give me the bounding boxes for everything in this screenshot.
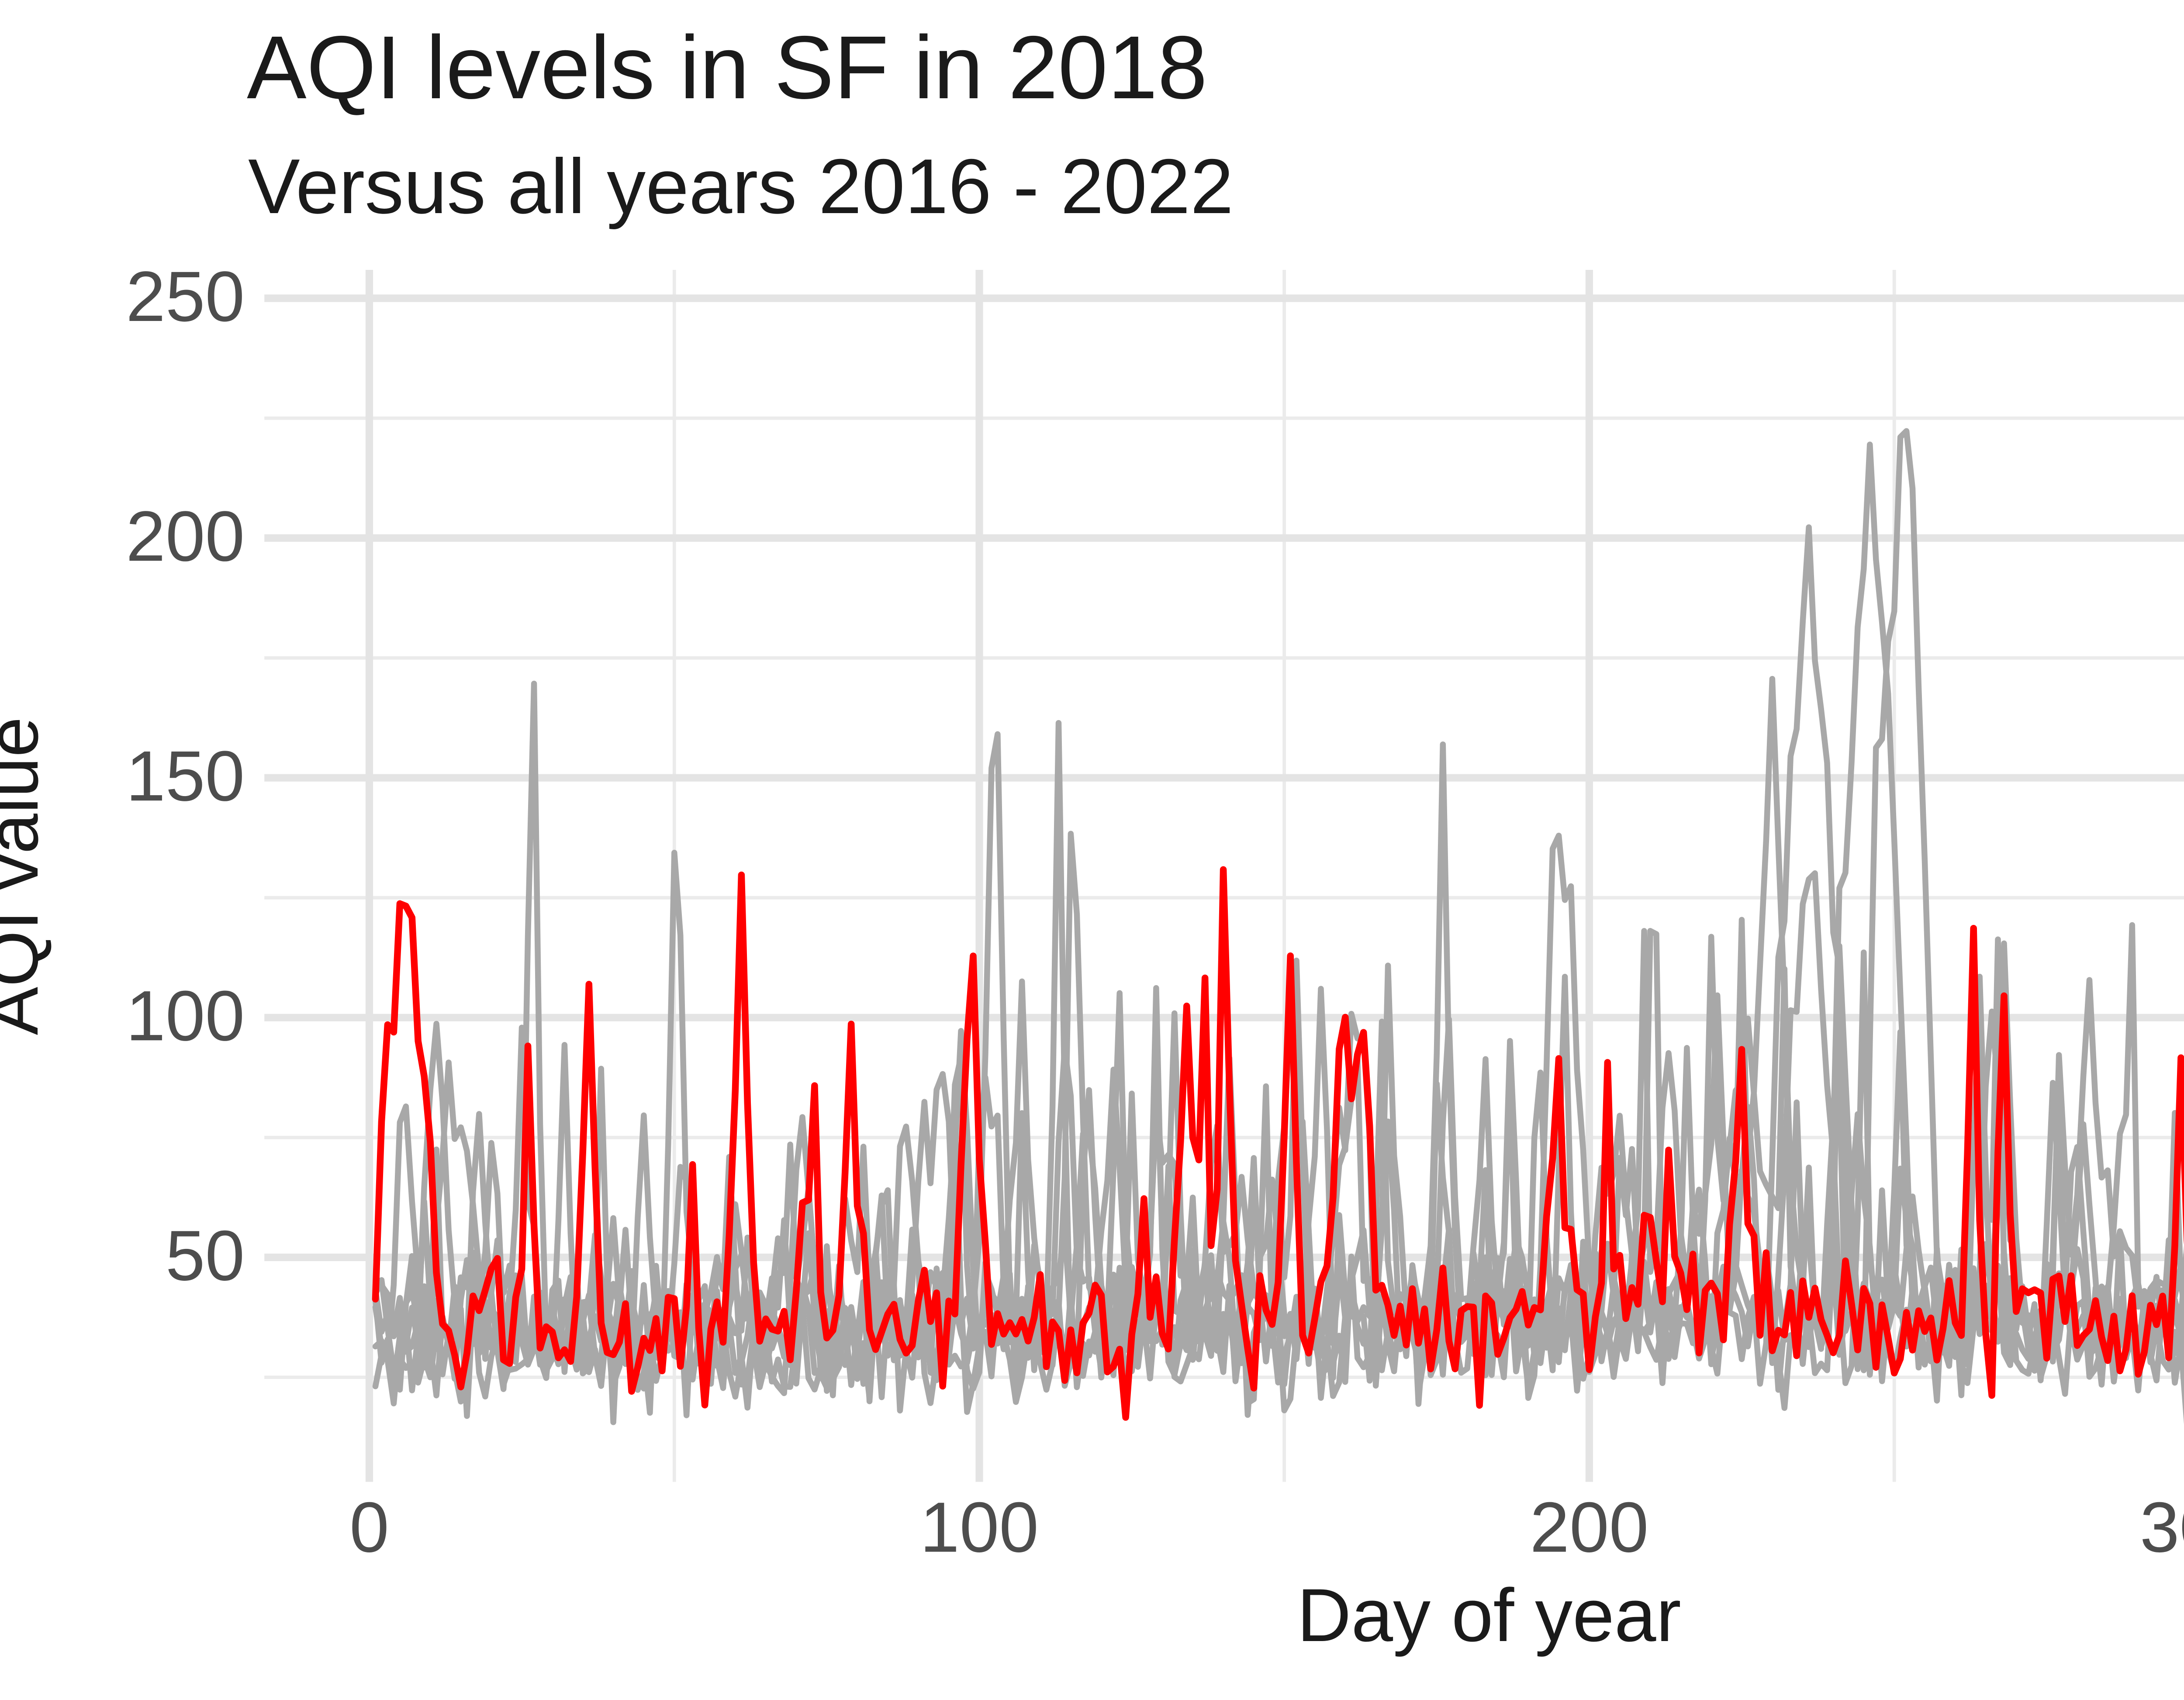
svg-text:300: 300 bbox=[2140, 1487, 2184, 1567]
svg-text:100: 100 bbox=[920, 1487, 1039, 1567]
svg-text:200: 200 bbox=[1530, 1487, 1648, 1567]
svg-text:100: 100 bbox=[126, 976, 245, 1055]
svg-text:50: 50 bbox=[166, 1215, 245, 1295]
svg-text:150: 150 bbox=[126, 736, 245, 816]
svg-text:250: 250 bbox=[126, 256, 245, 336]
svg-text:200: 200 bbox=[126, 496, 245, 576]
svg-text:0: 0 bbox=[349, 1487, 389, 1567]
